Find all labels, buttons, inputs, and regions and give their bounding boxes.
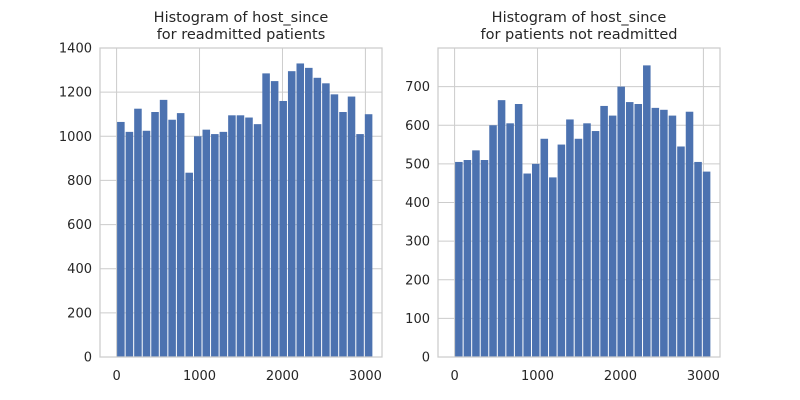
left-x-tick-label: 3000 [349,369,382,384]
right-histogram-bar [608,115,617,357]
left-x-tick-label: 2000 [266,369,299,384]
left-histogram-bar [219,131,228,357]
right-histogram-bar [463,160,472,357]
right-y-tick-label: 400 [405,196,430,211]
left-histogram-bar [202,129,211,357]
left-histogram-bar [185,172,193,357]
right-axes-frame [437,47,721,358]
left-histogram-bar [313,77,322,358]
right-histogram-bar [625,102,634,357]
right-y-tick-label: 100 [405,312,430,327]
left-y-tick-label: 600 [67,218,92,233]
left-histogram-bar [339,112,347,357]
right-histogram-bar [668,115,677,357]
right-y-tick-label: 0 [422,351,430,366]
right-histogram-bar [685,111,694,357]
left-histogram-bar [330,94,339,357]
left-y-tick-label: 1000 [59,130,92,145]
left-histogram-bar [279,100,287,357]
right-histogram-bar [557,144,566,357]
left-histogram-bar [322,83,330,358]
left-histogram-bar [151,112,159,357]
right-histogram-bar [455,161,463,357]
right-histogram-bar [617,86,625,357]
left-y-tick-label: 0 [84,351,92,366]
right-y-tick-label: 600 [405,119,430,134]
left-y-tick-label: 400 [67,262,92,277]
right-chart-title-line-2: for patients not readmitted [481,27,678,43]
left-histogram-bar [159,99,168,357]
right-chart-title-line-1: Histogram of host_since [492,10,667,26]
left-histogram-bar [176,113,185,357]
left-histogram-bar [305,67,313,357]
right-histogram-bar [506,123,514,357]
right-histogram-bar [566,119,574,357]
left-histogram-bar [228,115,236,357]
left-histogram-bar [125,131,134,357]
left-x-tick-label: 1000 [183,369,216,384]
right-histogram-bar [472,150,480,357]
left-y-tick-label: 1200 [59,86,92,101]
right-x-tick-label: 0 [450,369,458,384]
left-plot-area: 0 200 400 600 800 1000 1200 1400 0 1000 2000 3000 [59,42,383,384]
left-histogram-bar [270,81,279,357]
left-histogram-bar [347,96,356,358]
left-histogram-bar [117,121,125,357]
right-histogram-bar [480,160,489,357]
right-x-tick-label: 2000 [604,369,637,384]
left-chart-title-line-2: for readmitted patients [157,27,326,43]
left-histogram-bar [134,108,142,357]
left-y-tick-label: 1400 [59,42,92,57]
right-x-tick-label: 3000 [687,369,720,384]
left-y-tick-label: 800 [67,174,92,189]
right-histogram-bar [583,123,591,357]
left-chart-title-line-1: Histogram of host_since [154,10,329,26]
right-histogram-bar [591,131,600,357]
left-histogram-bar [193,136,202,357]
right-histogram-bar [600,105,608,357]
left-histogram-bar [168,119,176,357]
right-histogram-bar [677,146,685,357]
left-histogram-bar [253,124,262,358]
left-histogram-bar [262,73,270,357]
left-histogram-bar [364,114,373,357]
left-y-tick-label: 200 [67,306,92,321]
right-histogram-bar [660,109,668,357]
right-histogram-bar [523,173,531,357]
right-histogram-bar [574,138,583,357]
left-histogram-bar [296,63,305,357]
right-plot-area: 0 100 200 300 400 500 600 700 0 1000 2000 3000 [405,47,721,384]
right-histogram-bar [540,138,549,357]
left-histogram-panel: Histogram of host_since for readmitted p… [59,10,383,384]
right-histogram-bar [643,65,651,357]
right-histogram-bar [514,104,523,357]
right-histogram-panel: Histogram of host_since for patients not… [405,10,721,384]
left-histogram-bar [356,134,364,357]
left-histogram-bar [245,117,253,358]
left-x-tick-label: 0 [112,369,120,384]
right-histogram-bar [702,171,711,357]
left-histogram-bar [236,115,245,357]
left-axes-frame [99,47,383,358]
right-histogram-bar [549,177,557,357]
right-histogram-bar [651,107,660,358]
right-histogram-bar [489,125,497,357]
right-y-tick-label: 500 [405,157,430,172]
right-histogram-bar [634,104,643,357]
right-histogram-bar [531,163,540,357]
right-y-tick-label: 300 [405,235,430,250]
right-y-tick-label: 700 [405,80,430,95]
right-histogram-bar [694,161,702,357]
left-histogram-bar [211,134,219,357]
right-y-tick-label: 200 [405,273,430,288]
left-histogram-bar [287,71,296,358]
right-x-tick-label: 1000 [521,369,554,384]
left-histogram-bar [142,130,151,357]
right-histogram-bar [497,100,506,358]
